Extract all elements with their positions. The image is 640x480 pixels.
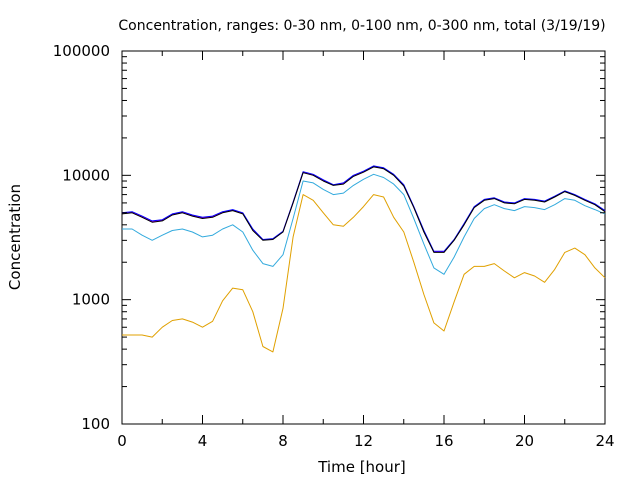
x-tick-label: 24 — [595, 432, 614, 450]
y-tick-label: 1000 — [72, 291, 110, 309]
series-line — [121, 165, 606, 252]
x-axis-label: Time [hour] — [317, 458, 406, 476]
chart-title: Concentration, ranges: 0-30 nm, 0-100 nm… — [118, 18, 605, 34]
y-tick-label: 10000 — [62, 166, 110, 184]
x-tick-label: 4 — [198, 432, 208, 450]
y-axis-label: Concentration — [6, 184, 24, 290]
plot-frame — [121, 50, 606, 425]
y-tick-label: 100 — [81, 415, 110, 433]
x-tick-label: 0 — [117, 432, 127, 450]
y-tick-label: 100000 — [53, 42, 110, 60]
series-line — [121, 166, 606, 253]
x-tick-label: 12 — [354, 432, 373, 450]
tick-layer: 100 1000 10000 100000 0 4 8 12 16 20 24 — [53, 42, 615, 450]
x-tick-label: 16 — [434, 432, 453, 450]
series-line — [122, 194, 606, 353]
series-line — [122, 173, 606, 275]
x-tick-label: 8 — [278, 432, 288, 450]
x-tick-label: 20 — [515, 432, 534, 450]
series-layer — [121, 165, 606, 353]
